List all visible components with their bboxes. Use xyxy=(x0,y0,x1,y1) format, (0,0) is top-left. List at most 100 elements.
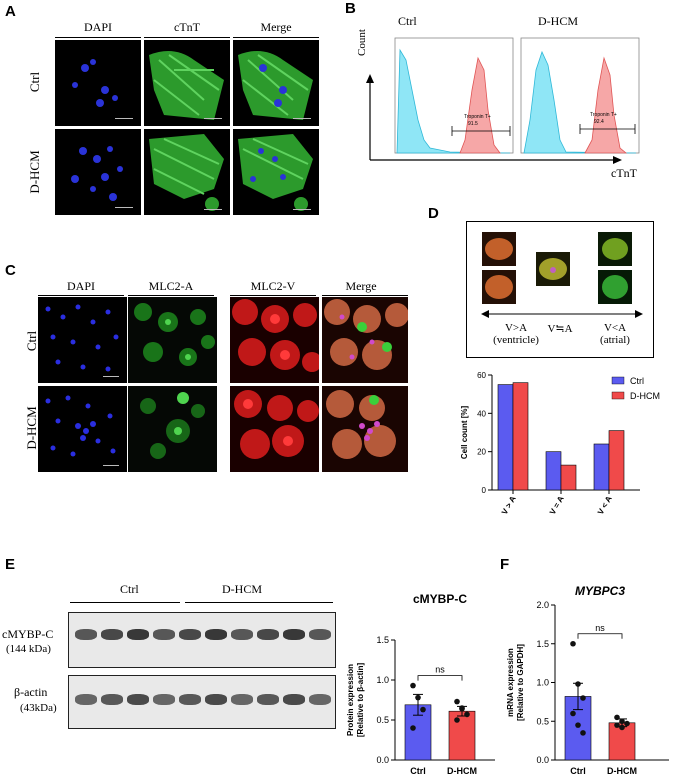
data-point xyxy=(464,711,470,718)
legend-swatch-ctrl xyxy=(611,376,625,385)
blot-band xyxy=(205,694,227,705)
data-point xyxy=(575,681,581,687)
y-tick-label: 20 xyxy=(477,448,486,457)
gate-value-dhcm: 92.4 xyxy=(594,119,604,125)
blot-group-line-ctrl xyxy=(70,602,180,603)
panel-c-header-merge: Merge xyxy=(345,279,377,293)
y-axis-label-line: [Relative to GAPDH] xyxy=(516,644,525,721)
panel-c-header-line xyxy=(322,295,408,296)
blot-band xyxy=(101,629,123,640)
bar-d-hcm-2 xyxy=(560,464,577,491)
y-tick-label: 1.5 xyxy=(536,639,549,649)
y-tick-label: 0.5 xyxy=(536,716,549,726)
y-axis-label-line: mRNA expression xyxy=(506,648,515,717)
data-point xyxy=(420,706,426,713)
chart-mrna-expression: MYBPC3 0.0 0.5 1.0 1.5 2.0 mRNA expression [Rel… xyxy=(506,584,669,776)
y-tick-label: 60 xyxy=(477,371,486,380)
gate-value-ctrl: 91.5 xyxy=(468,121,478,127)
gate-label-dhcm: Troponin T+ xyxy=(590,112,617,118)
blot-group-label-ctrl: Ctrl xyxy=(120,582,139,596)
micrograph-c-dhcm-mlc2v xyxy=(230,386,319,472)
blot-group-line-dhcm xyxy=(185,602,333,603)
legend-label-ctrl: Ctrl xyxy=(630,376,644,386)
x-tick-label: Ctrl xyxy=(570,766,586,776)
micrograph-a-dhcm-merge xyxy=(233,129,319,215)
panel-c-header-mlc2v: MLC2-V xyxy=(250,279,296,293)
y-tick-label: 0 xyxy=(482,486,487,495)
blot-band xyxy=(283,629,305,640)
micrograph-c-dhcm-mlc2a xyxy=(128,386,217,472)
micrograph-a-dhcm-ctnt xyxy=(144,129,230,215)
micrograph-c-dhcm-dapi xyxy=(38,386,127,472)
arrow-label-v-gt-a: V>A xyxy=(504,322,528,334)
micrograph-a-ctrl-merge xyxy=(233,40,319,126)
data-point xyxy=(570,640,576,647)
panel-letter-f: F xyxy=(500,556,510,573)
x-tick-label: V < A xyxy=(596,494,614,516)
blot-band xyxy=(75,694,97,705)
micrograph-a-dhcm-dapi xyxy=(55,129,141,215)
blot-band xyxy=(127,629,149,640)
y-tick-label: 1.5 xyxy=(376,635,389,645)
panel-a-header-line xyxy=(233,37,319,38)
significance-label: ns xyxy=(435,665,445,675)
blot-band xyxy=(127,694,149,705)
blot-band xyxy=(309,694,331,705)
data-point xyxy=(580,730,586,736)
blot-size-cmybpc: (144 kDa) xyxy=(6,643,51,655)
y-tick-label: 1.0 xyxy=(376,675,389,685)
blot-band xyxy=(257,629,279,640)
y-tick-label: 0.0 xyxy=(376,755,389,765)
panel-c-header-line xyxy=(128,295,214,296)
micrograph-a-ctrl-ctnt xyxy=(144,40,230,126)
blot-label-bactin: β-actin xyxy=(14,685,48,699)
panel-d-cell-type-box xyxy=(466,221,654,358)
y-tick-label: 40 xyxy=(477,409,486,418)
bar-ctrl-3 xyxy=(593,443,610,491)
blot-band xyxy=(283,694,305,705)
data-point xyxy=(619,718,625,725)
panel-a-header-merge: Merge xyxy=(260,20,292,34)
data-point xyxy=(570,710,576,717)
blot-band xyxy=(153,694,175,705)
micrograph-c-ctrl-mlc2v xyxy=(230,297,319,383)
y-tick-label: 0.5 xyxy=(376,715,389,725)
significance-bracket xyxy=(577,633,623,639)
x-tick-label: D-HCM xyxy=(607,766,637,776)
x-tick-label: D-HCM xyxy=(447,766,477,776)
chart-title: cMYBP-C xyxy=(413,592,467,606)
blot-band xyxy=(309,629,331,640)
panel-c-header-mlc2a: MLC2-A xyxy=(148,279,194,293)
arrow-label-atrial-sub: (atrial) xyxy=(600,334,630,346)
panel-a-header-line xyxy=(144,37,230,38)
panel-a-header-line xyxy=(55,37,141,38)
data-point xyxy=(454,698,460,705)
micrograph-c-ctrl-dapi xyxy=(38,297,127,383)
panel-a-row-label-dhcm: D-HCM xyxy=(27,150,42,194)
data-point xyxy=(410,725,416,731)
bar-d-hcm xyxy=(448,710,476,761)
x-tick-label: Ctrl xyxy=(410,766,426,776)
arrow-label-v-lt-a: V<A xyxy=(603,322,627,334)
data-point xyxy=(614,714,620,721)
data-point xyxy=(410,682,416,689)
bar-ctrl-1 xyxy=(497,384,514,491)
panel-b-title-ctrl: Ctrl xyxy=(398,14,417,28)
bar-d-hcm-1 xyxy=(512,382,529,491)
blot-band xyxy=(231,629,253,640)
micrograph-a-ctrl-dapi xyxy=(55,40,141,126)
panel-a-header-dapi: DAPI xyxy=(83,20,112,34)
panel-b-title-dhcm: D-HCM xyxy=(538,14,579,28)
chart-title: MYBPC3 xyxy=(575,584,625,598)
micrograph-c-ctrl-mlc2a xyxy=(128,297,217,383)
panel-letter-a: A xyxy=(5,3,16,20)
bar-ctrl-2 xyxy=(545,451,562,491)
data-point xyxy=(454,717,460,723)
y-tick-label: 0.0 xyxy=(536,755,549,765)
panel-b-xlabel: cTnT xyxy=(611,166,637,180)
blot-band xyxy=(179,629,201,640)
data-point xyxy=(619,724,625,731)
blot-band xyxy=(179,694,201,705)
western-blot-cmybpc xyxy=(68,612,336,668)
blot-band xyxy=(205,629,227,640)
